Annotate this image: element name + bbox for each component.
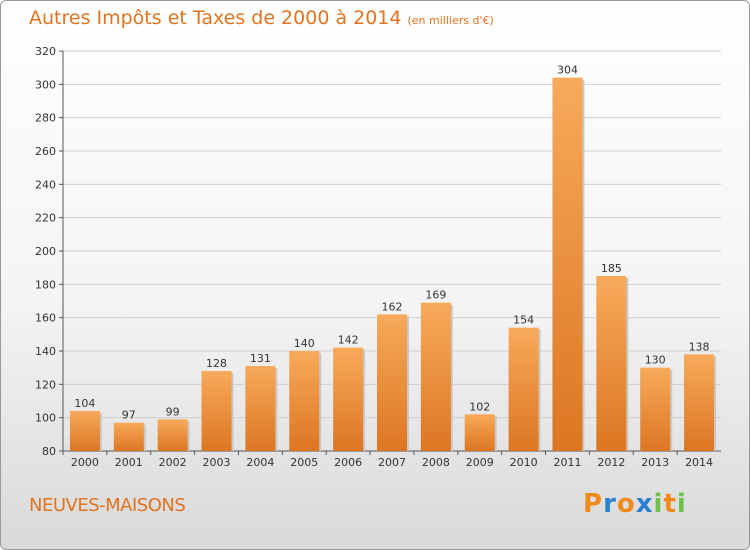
x-tick-label: 2013 xyxy=(641,456,669,469)
bar-value-label: 185 xyxy=(601,262,622,275)
x-tick-label: 2012 xyxy=(597,456,625,469)
x-tick-label: 2006 xyxy=(334,456,362,469)
bar xyxy=(640,367,671,451)
y-tick-label: 100 xyxy=(35,412,56,425)
y-tick-label: 240 xyxy=(35,178,56,191)
logo-letter: i xyxy=(653,489,664,519)
y-tick-label: 320 xyxy=(35,45,56,58)
y-tick-label: 200 xyxy=(35,245,56,258)
x-tick-label: 2009 xyxy=(466,456,494,469)
x-tick-label: 2005 xyxy=(290,456,318,469)
x-tick-label: 2004 xyxy=(246,456,274,469)
logo-letter: o xyxy=(616,489,636,519)
bar-value-label: 128 xyxy=(206,357,227,370)
bar-value-label: 131 xyxy=(250,352,271,365)
y-tick-label: 140 xyxy=(35,345,56,358)
y-tick-label: 220 xyxy=(35,212,56,225)
x-tick-label: 2001 xyxy=(115,456,143,469)
chart-title: Autres Impôts et Taxes de 2000 à 2014 (en… xyxy=(29,7,494,29)
x-tick-label: 2014 xyxy=(685,456,713,469)
bar-value-label: 97 xyxy=(122,409,136,422)
chart-unit: (en milliers d'€) xyxy=(407,14,494,27)
bar-value-label: 138 xyxy=(689,340,710,353)
bar-value-label: 162 xyxy=(382,300,403,313)
bar xyxy=(464,414,495,451)
bar xyxy=(552,77,583,452)
logo-letter: x xyxy=(635,489,654,519)
y-tick-label: 120 xyxy=(35,378,56,391)
chart-title-text: Autres Impôts et Taxes de 2000 à 2014 xyxy=(29,7,402,29)
bar xyxy=(245,366,276,451)
x-tick-label: 2002 xyxy=(159,456,187,469)
bar xyxy=(69,411,100,451)
y-tick-label: 160 xyxy=(35,312,56,325)
x-tick-label: 2003 xyxy=(203,456,231,469)
bar-value-label: 104 xyxy=(74,397,95,410)
bar xyxy=(201,371,232,451)
bar xyxy=(289,351,320,451)
city-name: NEUVES-MAISONS xyxy=(29,495,186,516)
bar xyxy=(157,419,188,451)
bar-value-label: 140 xyxy=(294,337,315,350)
y-tick-label: 180 xyxy=(35,278,56,291)
bar-value-label: 304 xyxy=(557,64,578,77)
bar-value-label: 130 xyxy=(645,354,666,367)
bar-value-label: 169 xyxy=(425,289,446,302)
bar xyxy=(113,422,144,451)
y-tick-label: 300 xyxy=(35,78,56,91)
bar xyxy=(333,347,364,451)
logo-letter: r xyxy=(603,489,617,519)
bar-value-label: 102 xyxy=(469,400,490,413)
logo-letter: t xyxy=(663,489,677,519)
logo-letter: i xyxy=(676,489,687,519)
bar-value-label: 142 xyxy=(338,334,359,347)
x-tick-label: 2000 xyxy=(71,456,99,469)
x-tick-label: 2007 xyxy=(378,456,406,469)
bar xyxy=(596,276,627,451)
x-tick-label: 2011 xyxy=(553,456,581,469)
proxiti-logo: Proxiti xyxy=(583,489,687,519)
x-tick-label: 2010 xyxy=(510,456,538,469)
y-tick-label: 260 xyxy=(35,145,56,158)
bar xyxy=(377,314,407,451)
logo-letter: P xyxy=(583,489,604,519)
y-tick-label: 280 xyxy=(35,112,56,125)
x-tick-label: 2008 xyxy=(422,456,450,469)
y-tick-label: 80 xyxy=(42,445,56,458)
bar-value-label: 154 xyxy=(513,314,534,327)
bar xyxy=(420,302,451,451)
bar-value-label: 99 xyxy=(166,405,180,418)
bar xyxy=(508,327,539,451)
bar xyxy=(684,354,715,451)
